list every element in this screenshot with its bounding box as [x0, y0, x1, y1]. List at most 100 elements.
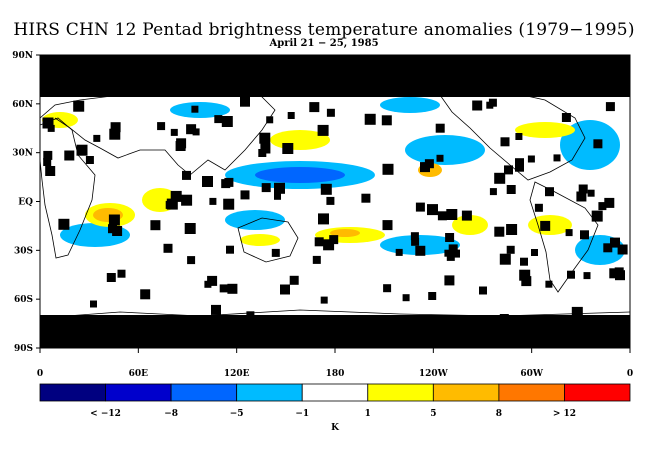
missing-data-cell: [108, 214, 120, 226]
missing-data-cell: [309, 102, 320, 113]
colorbar: < −12 −8 −5 −1 1 5 8 > 12 K: [39, 383, 631, 433]
missing-data-cell: [289, 275, 299, 285]
colorbar-swatch: [301, 383, 369, 402]
missing-data-cell: [45, 166, 56, 176]
latitude-axis: 90N 60N 30N EQ 30S 60S 90S: [12, 51, 40, 354]
missing-data-cell: [240, 96, 250, 107]
missing-data-cell: [617, 244, 628, 255]
missing-data-cell: [515, 133, 523, 140]
lon-tick-label: 120E: [224, 369, 250, 379]
cold-anomaly-region: [225, 210, 285, 230]
missing-data-cell: [246, 311, 255, 320]
colorbar-label: −1: [295, 409, 309, 419]
missing-data-cell: [191, 105, 199, 113]
missing-data-cell: [461, 210, 472, 221]
missing-data-cell: [521, 276, 532, 287]
missing-data-cell: [170, 128, 178, 136]
missing-data-cell: [565, 229, 573, 237]
lat-tick-label: EQ: [18, 198, 33, 208]
missing-data-cell: [202, 176, 213, 187]
missing-data-cell: [381, 115, 392, 126]
colorbar-swatch: [498, 383, 565, 402]
north-america-outline: [439, 89, 586, 181]
colorbar-label: −5: [230, 409, 244, 419]
missing-data-cell: [531, 249, 538, 256]
missing-data-cell: [317, 126, 327, 136]
missing-data-cell: [106, 273, 116, 282]
missing-data-cell: [489, 188, 497, 196]
colorbar-swatch: [367, 383, 434, 402]
missing-data-cell: [428, 292, 437, 300]
missing-data-cell: [323, 239, 335, 251]
missing-data-cell: [515, 158, 524, 168]
missing-data-cell: [184, 223, 196, 234]
missing-data-cell: [448, 244, 458, 254]
missing-data-cell: [615, 270, 625, 281]
lat-tick-label: 30S: [14, 246, 33, 256]
missing-data-cell: [176, 138, 187, 149]
missing-data-cell: [110, 122, 121, 133]
missing-data-cell: [329, 235, 339, 245]
lon-tick-label: 180: [326, 369, 345, 379]
cold-anomaly-region: [380, 97, 440, 113]
missing-data-cell: [260, 143, 271, 154]
missing-data-cell: [506, 245, 515, 254]
colorbar-swatch: [39, 383, 106, 402]
missing-data-cell: [312, 255, 321, 264]
missing-data-cell: [326, 196, 335, 205]
missing-data-cell: [117, 269, 126, 278]
colorbar-label: > 12: [553, 409, 576, 419]
missing-data-blocks: [42, 96, 628, 323]
missing-data-cell: [90, 300, 97, 308]
missing-data-cell: [545, 280, 553, 288]
missing-data-cell: [163, 243, 173, 253]
missing-data-cell: [204, 280, 212, 288]
missing-data-cell: [444, 275, 455, 286]
colorbar-label: 5: [430, 409, 436, 419]
missing-data-cell: [424, 159, 434, 169]
missing-data-cell: [109, 128, 121, 140]
missing-data-cell: [314, 237, 324, 247]
missing-data-cell: [499, 314, 509, 323]
missing-data-cell: [561, 113, 571, 122]
missing-data-cell: [446, 209, 458, 220]
missing-data-cell: [479, 286, 487, 295]
missing-data-cell: [436, 154, 444, 162]
missing-data-cell: [437, 211, 447, 221]
missing-data-cell: [500, 137, 510, 147]
missing-data-cell: [150, 220, 161, 231]
missing-data-cell: [259, 132, 271, 144]
missing-data-cell: [506, 224, 518, 235]
missing-data-cell: [214, 115, 223, 124]
missing-data-cell: [274, 182, 285, 194]
missing-data-cell: [43, 150, 53, 160]
lon-tick-label: 0: [627, 369, 633, 379]
anomaly-field: [40, 55, 630, 348]
missing-data-cell: [580, 230, 589, 240]
missing-data-cell: [274, 192, 281, 200]
missing-data-cell: [240, 190, 250, 200]
missing-data-cell: [410, 232, 419, 241]
missing-data-cell: [287, 112, 295, 119]
missing-data-cell: [186, 124, 197, 135]
missing-data-cell: [64, 150, 75, 161]
lat-tick-label: 60N: [12, 100, 33, 110]
missing-data-north: [40, 55, 630, 97]
lon-tick-label: 60W: [520, 369, 544, 379]
colorbar-swatch: [170, 383, 238, 402]
missing-data-cell: [207, 275, 218, 286]
missing-data-cell: [553, 154, 561, 162]
missing-data-cell: [494, 172, 506, 184]
missing-data-cell: [364, 113, 376, 125]
missing-data-cell: [415, 245, 426, 256]
missing-data-cell: [221, 116, 233, 127]
missing-data-cell: [576, 191, 587, 202]
longitude-axis: 0 60E 120E 180 120W 60W 0: [37, 348, 633, 379]
missing-data-cell: [382, 220, 393, 231]
australia-outline: [237, 217, 299, 263]
chart-title: HIRS CHN 12 Pentad brightness temperatur…: [13, 20, 635, 40]
missing-data-cell: [261, 183, 271, 193]
missing-data-cell: [520, 257, 528, 266]
missing-data-cell: [182, 170, 191, 180]
missing-data-cell: [519, 269, 531, 281]
